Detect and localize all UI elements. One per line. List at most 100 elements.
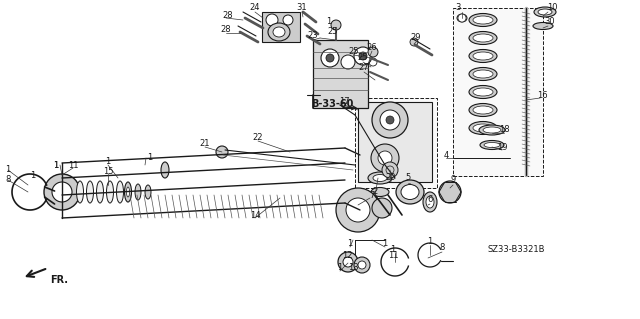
Text: 4: 4 — [444, 151, 449, 160]
Circle shape — [326, 54, 334, 62]
Ellipse shape — [371, 188, 389, 197]
Ellipse shape — [396, 180, 424, 204]
Ellipse shape — [439, 181, 461, 203]
Ellipse shape — [469, 49, 497, 63]
Text: 16: 16 — [537, 91, 547, 100]
Ellipse shape — [473, 16, 493, 24]
Circle shape — [410, 38, 418, 46]
Text: 11: 11 — [388, 251, 398, 261]
Ellipse shape — [106, 181, 113, 203]
Ellipse shape — [473, 124, 493, 132]
Circle shape — [341, 55, 355, 69]
Circle shape — [346, 198, 370, 222]
Circle shape — [380, 110, 400, 130]
Text: FR.: FR. — [50, 275, 68, 285]
Ellipse shape — [373, 174, 387, 182]
Ellipse shape — [469, 68, 497, 80]
Text: 19: 19 — [497, 143, 508, 152]
Text: B-33-60: B-33-60 — [311, 99, 353, 109]
Text: 23: 23 — [308, 31, 318, 40]
Text: 12: 12 — [342, 250, 353, 259]
Text: 20: 20 — [386, 174, 396, 182]
Circle shape — [331, 20, 341, 30]
Ellipse shape — [469, 103, 497, 116]
Circle shape — [371, 144, 399, 172]
Circle shape — [458, 14, 466, 22]
Circle shape — [52, 182, 72, 202]
Circle shape — [382, 162, 398, 178]
Circle shape — [368, 47, 378, 57]
Ellipse shape — [473, 88, 493, 96]
Ellipse shape — [457, 14, 467, 22]
Text: 1: 1 — [53, 160, 59, 169]
Bar — [313, 40, 368, 108]
Text: 7: 7 — [369, 190, 374, 199]
Ellipse shape — [479, 125, 505, 135]
Text: 31: 31 — [297, 4, 307, 12]
Circle shape — [354, 257, 370, 273]
Ellipse shape — [127, 187, 129, 197]
Text: 25: 25 — [349, 48, 359, 56]
Ellipse shape — [469, 122, 497, 135]
Circle shape — [336, 188, 380, 232]
Text: SZ33-B3321B: SZ33-B3321B — [487, 246, 545, 255]
Circle shape — [372, 102, 408, 138]
Text: 22: 22 — [253, 133, 263, 143]
Text: 21: 21 — [200, 139, 211, 149]
Text: 10: 10 — [547, 4, 557, 12]
Ellipse shape — [135, 184, 141, 200]
Circle shape — [386, 116, 394, 124]
Ellipse shape — [533, 23, 553, 29]
Circle shape — [321, 49, 339, 67]
Ellipse shape — [145, 185, 151, 199]
Text: 28: 28 — [221, 26, 231, 34]
Text: 1: 1 — [53, 160, 59, 169]
Bar — [358, 102, 432, 182]
Ellipse shape — [469, 13, 497, 26]
Text: 1: 1 — [382, 240, 388, 249]
Ellipse shape — [86, 181, 93, 203]
Text: 29: 29 — [411, 33, 421, 42]
Text: 8: 8 — [439, 243, 445, 253]
Ellipse shape — [116, 181, 124, 203]
Text: 24: 24 — [250, 4, 260, 12]
Bar — [355, 98, 437, 188]
Text: 13: 13 — [348, 263, 358, 272]
Ellipse shape — [480, 140, 504, 150]
Text: 1: 1 — [326, 18, 332, 26]
Circle shape — [359, 52, 367, 60]
Text: 25: 25 — [328, 27, 339, 36]
Text: 1: 1 — [390, 246, 396, 255]
Text: 18: 18 — [499, 125, 509, 135]
Ellipse shape — [483, 127, 501, 133]
Text: 5: 5 — [405, 174, 411, 182]
Ellipse shape — [368, 172, 392, 184]
Circle shape — [283, 15, 293, 25]
Circle shape — [358, 261, 366, 269]
Circle shape — [338, 252, 358, 272]
Ellipse shape — [473, 106, 493, 114]
Text: 26: 26 — [367, 43, 378, 53]
Text: 3: 3 — [455, 4, 461, 12]
Ellipse shape — [473, 34, 493, 42]
Circle shape — [266, 14, 278, 26]
Text: 17: 17 — [339, 98, 349, 107]
Text: 1: 1 — [147, 153, 152, 162]
Text: 6: 6 — [428, 196, 433, 204]
Ellipse shape — [538, 9, 552, 15]
Ellipse shape — [268, 23, 290, 41]
Ellipse shape — [469, 85, 497, 99]
Circle shape — [343, 257, 353, 267]
Text: 2: 2 — [372, 188, 378, 197]
Text: 1: 1 — [106, 158, 111, 167]
Text: 27: 27 — [358, 63, 369, 72]
Ellipse shape — [273, 27, 285, 37]
Ellipse shape — [469, 32, 497, 44]
Circle shape — [372, 198, 392, 218]
Ellipse shape — [484, 143, 500, 147]
Ellipse shape — [473, 52, 493, 60]
Text: 1: 1 — [337, 263, 342, 272]
Ellipse shape — [426, 196, 434, 208]
Text: 14: 14 — [250, 211, 260, 219]
Text: 1: 1 — [348, 240, 353, 249]
